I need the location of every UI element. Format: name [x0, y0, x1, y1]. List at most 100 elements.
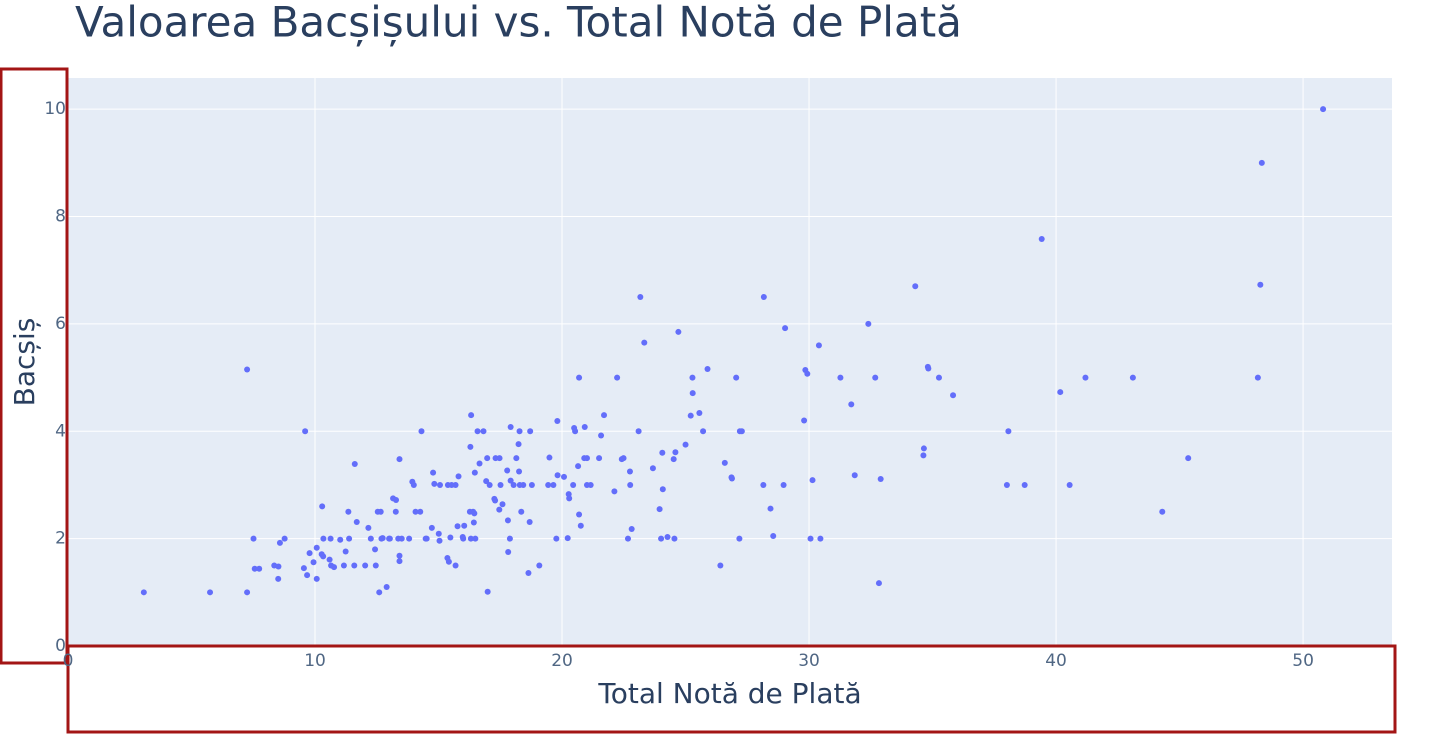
point [807, 535, 814, 542]
points [140, 106, 1327, 596]
point [484, 588, 491, 595]
point [406, 535, 413, 542]
point [310, 559, 317, 566]
x-tick-label: 10 [304, 651, 326, 671]
point [527, 428, 534, 435]
point [504, 467, 511, 474]
point [689, 374, 696, 381]
point [244, 366, 251, 373]
point [319, 503, 326, 510]
point [447, 534, 454, 541]
point [804, 370, 811, 377]
point [1129, 374, 1136, 381]
point [1082, 374, 1089, 381]
point [1057, 389, 1064, 396]
point [275, 575, 282, 582]
point [536, 562, 543, 569]
point [313, 544, 320, 551]
point [244, 589, 251, 596]
point [484, 455, 491, 462]
point [515, 441, 522, 448]
point [912, 283, 919, 290]
point [327, 535, 334, 542]
point [570, 481, 577, 488]
point [455, 473, 462, 480]
point [510, 481, 517, 488]
point [410, 481, 417, 488]
point [474, 428, 481, 435]
point [635, 428, 642, 435]
point [1185, 455, 1192, 462]
point [624, 535, 631, 542]
point [140, 589, 147, 596]
point [452, 481, 459, 488]
point [497, 481, 504, 488]
point [728, 475, 735, 482]
point [396, 552, 403, 559]
point [430, 469, 437, 476]
y-tick-label: 2 [55, 529, 66, 549]
point [250, 535, 257, 542]
point [513, 455, 520, 462]
point [553, 535, 560, 542]
point [460, 535, 467, 542]
point [365, 524, 372, 531]
point [837, 374, 844, 381]
x-tick-label: 20 [551, 651, 573, 671]
point [398, 535, 405, 542]
point [367, 535, 374, 542]
y-tick-label: 6 [55, 314, 66, 334]
point [627, 481, 634, 488]
point [760, 481, 767, 488]
point [251, 565, 258, 572]
point [386, 535, 393, 542]
point [767, 505, 774, 512]
point [492, 497, 499, 504]
point [452, 562, 459, 569]
point [576, 374, 583, 381]
point [626, 468, 633, 475]
point [658, 535, 665, 542]
x-axis-title: Total Notă de Plată [597, 677, 861, 710]
point [467, 535, 474, 542]
point [760, 294, 767, 301]
point [507, 477, 514, 484]
point [505, 549, 512, 556]
point [656, 506, 663, 513]
point [611, 488, 618, 495]
point [614, 374, 621, 381]
point [1066, 481, 1073, 488]
point [925, 365, 932, 372]
point [583, 455, 590, 462]
point [423, 535, 430, 542]
point [516, 428, 523, 435]
point [454, 523, 461, 530]
point [516, 468, 523, 475]
point [207, 589, 214, 596]
point [476, 460, 483, 467]
point [470, 519, 477, 526]
point [659, 449, 666, 456]
point [696, 410, 703, 417]
point [576, 511, 583, 518]
plot-area [68, 78, 1392, 646]
point [817, 535, 824, 542]
point [275, 563, 282, 570]
point [418, 428, 425, 435]
point [383, 583, 390, 590]
highlight-box [66, 644, 1397, 734]
point [256, 565, 263, 572]
y-tick-label: 8 [55, 207, 66, 227]
point [1320, 106, 1327, 113]
point [572, 428, 579, 435]
point [379, 535, 386, 542]
y-tick-label: 0 [55, 636, 66, 656]
x-tick-label: 40 [1045, 651, 1067, 671]
point [1005, 428, 1012, 435]
point [372, 546, 379, 553]
point [520, 481, 527, 488]
point [326, 556, 333, 563]
point [649, 465, 656, 472]
point [506, 535, 513, 542]
point [337, 536, 344, 543]
